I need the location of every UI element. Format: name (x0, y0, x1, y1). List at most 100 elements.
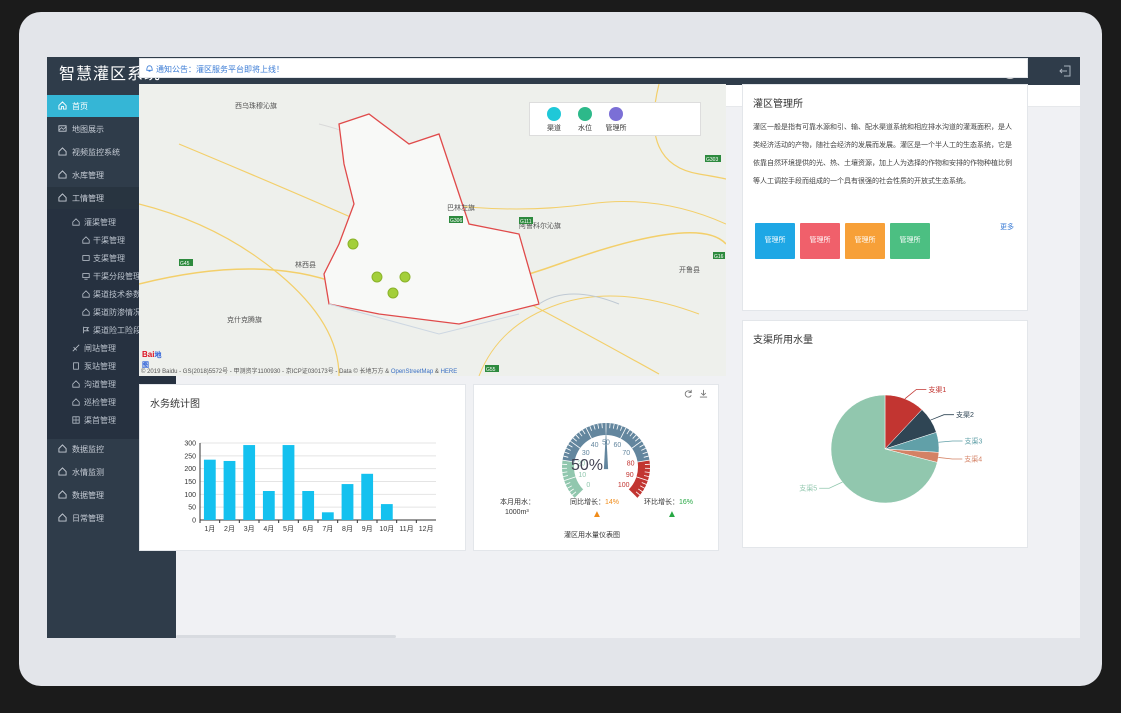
horizontal-scrollbar[interactable] (176, 635, 396, 638)
submenu-label: 渠道防渗情况 (93, 308, 141, 317)
refresh-icon[interactable] (684, 389, 693, 398)
submenu-item[interactable]: 闸站管理 (47, 339, 176, 357)
gauge-tick (565, 482, 571, 485)
gauge-tick (639, 485, 645, 489)
gauge-tick (616, 424, 619, 430)
legend-channel[interactable]: 渠道 (534, 107, 574, 133)
submenu-label: 渠道险工险段 (93, 326, 141, 335)
x-tick-label: 4月 (263, 525, 274, 533)
home-icon (72, 380, 80, 388)
y-tick-label: 100 (184, 492, 196, 499)
home-icon (58, 101, 67, 110)
management-description: 灌区一般是指有可靠水源和引、输、配水渠道系统和相应排水沟道的灌溉面积，是人类经济… (753, 124, 1012, 185)
road-label: G303 (706, 157, 718, 163)
home-icon (72, 398, 80, 406)
gauge-tick (619, 425, 623, 431)
submenu-label: 灌渠管理 (84, 218, 116, 227)
more-link[interactable]: 更多 (1000, 224, 1014, 231)
submenu-item[interactable]: 干渠管理 (47, 231, 176, 249)
gauge-tick (567, 444, 573, 448)
x-tick-label: 11月 (399, 525, 413, 533)
bar (282, 445, 295, 520)
osm-link[interactable]: OpenStreetMap (390, 369, 434, 375)
gauge-tick-label: 60 (613, 442, 621, 449)
gauge-tick (631, 440, 642, 449)
submenu-item[interactable]: 巡检管理 (47, 393, 176, 411)
here-link[interactable]: HERE (440, 369, 458, 375)
doc-icon (73, 362, 79, 370)
map-icon (58, 125, 67, 132)
home-icon (58, 490, 67, 499)
home-icon (58, 513, 67, 522)
pie-leader-line (930, 414, 954, 421)
gauge-tick (564, 476, 576, 481)
video-icon (58, 147, 67, 156)
gauge-dial: 0102030405060708090100 (562, 423, 650, 499)
notice-bar: 通知公告：灌区服务平台即将上线！ (139, 58, 1028, 78)
gauge-tick (638, 488, 643, 493)
arrow-up-icon: ▲ (592, 509, 602, 520)
gauge-tick (569, 488, 574, 493)
bar (302, 490, 315, 520)
logout-icon[interactable] (1059, 65, 1071, 77)
submenu-label: 闸站管理 (84, 344, 116, 353)
submenu-item[interactable]: 渠首管理 (47, 411, 176, 429)
road-label: G55 (486, 367, 496, 373)
gauge-tick (574, 489, 584, 499)
legend-water-level[interactable]: 水位 (565, 107, 605, 133)
pie-leader-line (938, 440, 963, 443)
submenu-label: 干渠分段管理 (93, 272, 141, 281)
y-tick-label: 150 (184, 479, 196, 486)
gauge-tick (575, 434, 580, 439)
gauge-tick (562, 459, 575, 463)
x-tick-label: 12月 (419, 525, 434, 533)
submenu-item[interactable]: 泵站管理 (47, 357, 176, 375)
gauge-card: 0102030405060708090100 50% 本月用水： 1000m³ … (473, 384, 719, 551)
map-view[interactable]: 西乌珠穆沁旗 巴林左旗 阿鲁科尔沁旗 林西县 克什克腾旗 开鲁县 G303 G3… (139, 84, 726, 376)
gauge-tick (570, 440, 581, 449)
sidebar-item-label: 数据监控 (72, 445, 104, 454)
station-tile[interactable]: 管理所 (755, 223, 795, 259)
pie-label: 支渠5 (799, 484, 817, 493)
gauge-tick (564, 451, 570, 455)
gauge-tick (635, 491, 641, 496)
submenu-item[interactable]: 沟道管理 (47, 375, 176, 393)
station-markers[interactable] (347, 238, 411, 299)
submenu-label: 渠道技术参数 (93, 290, 141, 299)
gauge-tick (628, 489, 638, 499)
app-title: 智慧灌区系统 (59, 66, 162, 83)
sidebar-item-reservoir[interactable]: 水库管理 (47, 164, 176, 186)
irrigation-district-boundary (323, 113, 540, 325)
gauge-tick (612, 423, 615, 429)
submenu-item[interactable]: 渠道技术参数 (47, 285, 176, 303)
gauge-tick (582, 429, 586, 435)
gauge-tick (620, 427, 627, 439)
station-tile[interactable]: 管理所 (800, 223, 840, 259)
pie-label: 支渠2 (956, 410, 974, 419)
gauge-tick (578, 431, 583, 437)
card-title: 支渠所用水量 (753, 335, 813, 346)
bar (223, 460, 236, 520)
gauge-tick (641, 447, 646, 451)
mom-growth: 环比增长：16% (644, 499, 694, 506)
x-tick-label: 2月 (224, 525, 235, 533)
road-label: G306 (450, 218, 462, 224)
download-icon[interactable] (699, 389, 708, 398)
notice-text: 通知公告：灌区服务平台即将上线！ (156, 65, 284, 74)
submenu-item[interactable]: 渠道防渗情况 (47, 303, 176, 321)
gauge-tick (589, 425, 593, 431)
pie-label: 支渠3 (965, 436, 983, 445)
gauge-tick (585, 427, 592, 439)
water-stats-card: 水务统计图 0 50 100 150 200 250 300 1月 2月 3月 4月 5月 6月 7月 8月… (139, 384, 466, 551)
sidebar-item-label: 水库管理 (72, 171, 104, 180)
submenu-item[interactable]: 干渠分段管理 (47, 267, 176, 285)
submenu-item[interactable]: 支渠管理 (47, 249, 176, 267)
gauge-tick (643, 475, 650, 477)
legend-station[interactable]: 管理所 (596, 107, 636, 133)
sidebar-item-label: 工情管理 (72, 194, 104, 203)
station-tile[interactable]: 管理所 (845, 223, 885, 259)
station-marker (399, 271, 411, 283)
map-place-label: 巴林左旗 (447, 203, 475, 212)
submenu-item[interactable]: 渠道险工险段 (47, 321, 176, 339)
station-tile[interactable]: 管理所 (890, 223, 930, 259)
